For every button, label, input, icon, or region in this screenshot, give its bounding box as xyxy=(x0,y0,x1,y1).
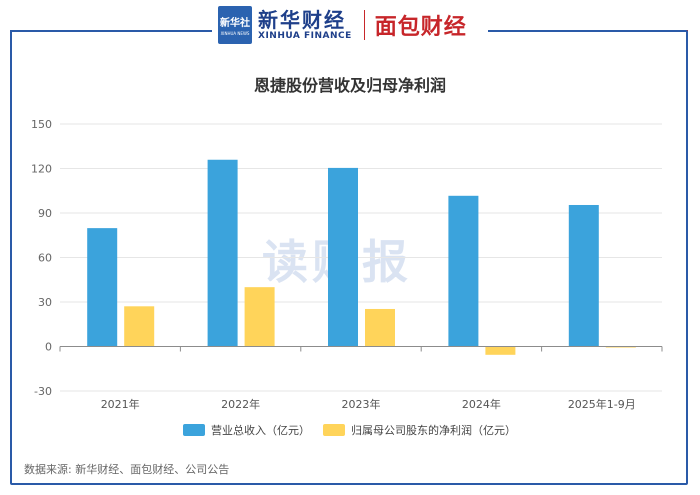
legend-label: 营业总收入（亿元） xyxy=(211,423,310,437)
y-tick-label: 0 xyxy=(45,341,52,354)
bar-revenue xyxy=(328,167,358,347)
legend-swatch xyxy=(183,424,205,436)
bar-revenue xyxy=(568,204,599,347)
bar-net-profit xyxy=(365,308,395,347)
xinhua-finance-logo: 新华财经 XINHUA FINANCE xyxy=(258,9,352,41)
bar-revenue xyxy=(207,159,238,347)
xinhua-mark: 新华社 xyxy=(220,18,250,29)
data-source: 数据来源: 新华财经、面包财经、公司公告 xyxy=(24,463,230,476)
bar-net-profit xyxy=(605,346,636,348)
bar-net-profit xyxy=(485,346,516,355)
x-tick-label: 2022年 xyxy=(221,397,260,411)
y-tick-label: 150 xyxy=(31,118,52,131)
x-tick-label: 2021年 xyxy=(101,397,140,411)
xinhua-logo-icon: 新华社 XINHUA NEWS xyxy=(218,6,252,44)
mianbao-logo: 面包财经 xyxy=(374,15,467,40)
logo-separator xyxy=(363,10,365,40)
xinhua-finance-name-en: XINHUA FINANCE xyxy=(258,31,352,41)
y-tick-label: 30 xyxy=(38,296,52,309)
y-tick-label: 120 xyxy=(31,163,52,176)
legend-label: 归属母公司股东的净利润（亿元） xyxy=(351,423,516,437)
y-tick-label: 90 xyxy=(38,207,52,220)
bar-net-profit xyxy=(124,306,155,347)
x-tick-label: 2024年 xyxy=(462,397,501,411)
xinhua-finance-name: 新华财经 xyxy=(258,8,346,32)
y-tick-label: -30 xyxy=(34,385,52,398)
x-tick-label: 2023年 xyxy=(342,397,381,411)
x-tick-label: 2025年1-9月 xyxy=(568,397,636,411)
bar-revenue xyxy=(87,228,118,347)
y-tick-label: 60 xyxy=(38,252,52,265)
header-logos: 新华社 XINHUA NEWS 新华财经 XINHUA FINANCE 面包财经 xyxy=(212,2,488,48)
bar-revenue xyxy=(448,195,479,347)
bar-net-profit xyxy=(244,287,275,347)
xinhua-mark-en: XINHUA NEWS xyxy=(220,31,250,36)
chart-title: 恩捷股份营收及归母净利润 xyxy=(253,76,446,95)
legend-swatch xyxy=(323,424,345,436)
